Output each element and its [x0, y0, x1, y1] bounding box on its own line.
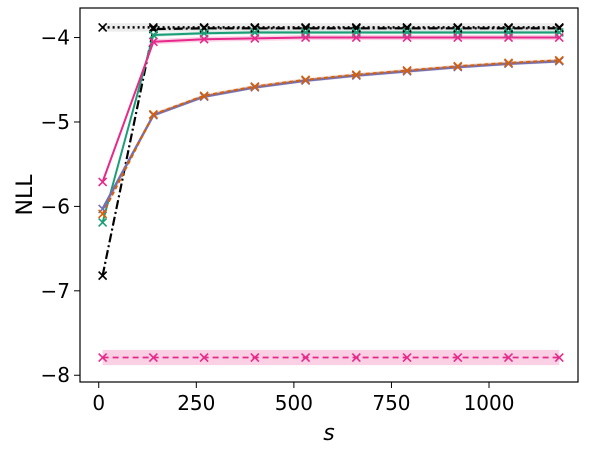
series-3-point — [402, 32, 412, 43]
series-2-point — [148, 30, 158, 40]
confidence-bands — [102, 23, 560, 366]
y-tick-label: −5 — [41, 110, 70, 134]
series-5-point — [250, 81, 260, 92]
series-5-line — [101, 59, 560, 215]
series-1-point — [98, 271, 108, 281]
series-0-point — [148, 22, 158, 32]
series-2-band — [102, 30, 560, 225]
series-6-point — [301, 352, 311, 363]
series-3-point — [301, 32, 311, 43]
series-6-point — [402, 352, 412, 363]
series-3-point — [98, 177, 108, 187]
series-6-point — [199, 352, 209, 363]
x-tick-label: 500 — [275, 391, 313, 415]
series-5-point — [351, 70, 361, 80]
y-axis-label: NLL — [13, 174, 38, 216]
x-axis-ticks: 0 250 500 750 1000 — [92, 382, 514, 415]
series-6-point — [98, 352, 108, 363]
series-lines — [101, 26, 560, 359]
series-6-point — [351, 352, 361, 363]
y-tick-label: −6 — [41, 194, 70, 218]
series-3-point — [199, 34, 209, 44]
series-5-point — [402, 65, 412, 76]
x-axis-label: s — [323, 421, 334, 446]
series-1-line — [101, 27, 560, 276]
series-6-point — [250, 352, 260, 363]
series-6-point — [503, 352, 514, 363]
series-5-band — [102, 58, 560, 216]
series-6-point — [453, 352, 463, 363]
plot-frame — [79, 7, 579, 383]
series-4-line — [101, 59, 560, 210]
series-5-point — [148, 109, 158, 119]
series-3-point — [250, 33, 260, 43]
series-4-band — [102, 59, 560, 211]
series-3-point — [351, 32, 361, 43]
x-tick-label: 0 — [92, 391, 105, 415]
y-tick-label: −7 — [41, 279, 70, 303]
series-5-point — [301, 75, 311, 85]
series-6-band — [102, 349, 560, 366]
series-3-point — [503, 32, 514, 43]
x-tick-label: 750 — [372, 391, 410, 415]
series-3-line — [101, 36, 560, 183]
series-5-point — [199, 91, 209, 101]
x-tick-label: 1000 — [464, 391, 515, 415]
y-tick-label: −4 — [41, 26, 70, 50]
series-6-point — [554, 352, 564, 363]
series-0-point — [98, 22, 108, 32]
x-tick-label: 250 — [177, 391, 215, 415]
y-tick-label: −8 — [41, 363, 70, 387]
series-3-point — [453, 32, 463, 43]
series-5-point — [503, 58, 514, 68]
y-axis-ticks: −8 −7 −6 −5 −4 — [41, 26, 80, 387]
series-2-point — [98, 217, 108, 228]
series-5-point — [453, 61, 463, 71]
series-5-point — [554, 55, 564, 65]
series-6-point — [148, 352, 158, 363]
series-markers — [98, 22, 564, 363]
series-5-point — [98, 209, 108, 219]
series-3-point — [148, 37, 158, 47]
series-2-line — [101, 31, 560, 223]
series-3-point — [554, 32, 564, 43]
